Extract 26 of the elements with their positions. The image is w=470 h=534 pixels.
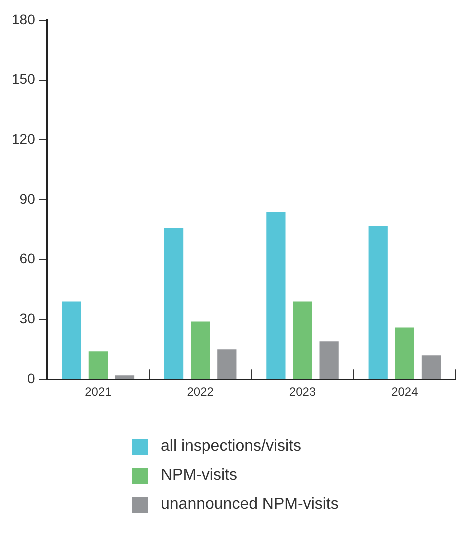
bar: [320, 342, 339, 380]
y-tick-label: 30: [20, 310, 36, 327]
bar: [266, 212, 286, 380]
bar: [422, 356, 442, 380]
legend-label: unannounced NPM-visits: [161, 496, 339, 514]
y-tick-label: 0: [28, 370, 36, 386]
bar: [115, 376, 135, 380]
x-tick-label: 2023: [289, 385, 316, 400]
bar: [395, 328, 414, 380]
bar: [164, 228, 184, 380]
bar: [368, 226, 388, 380]
bar: [88, 352, 108, 380]
y-tick-label: 90: [20, 190, 36, 207]
bar: [293, 302, 312, 380]
y-tick-label: 120: [12, 130, 36, 147]
bar: [191, 322, 210, 380]
bar: [62, 302, 82, 380]
y-tick-label: 150: [12, 71, 36, 88]
legend-label: NPM-visits: [161, 467, 238, 485]
x-tick-label: 2024: [392, 385, 419, 400]
x-tick-label: 2021: [85, 385, 112, 400]
legend-label: all inspections/visits: [161, 438, 302, 456]
x-tick-label: 2022: [187, 385, 214, 400]
bar: [218, 350, 237, 380]
y-tick-label: 60: [20, 250, 36, 267]
y-tick-label: 180: [12, 11, 36, 28]
